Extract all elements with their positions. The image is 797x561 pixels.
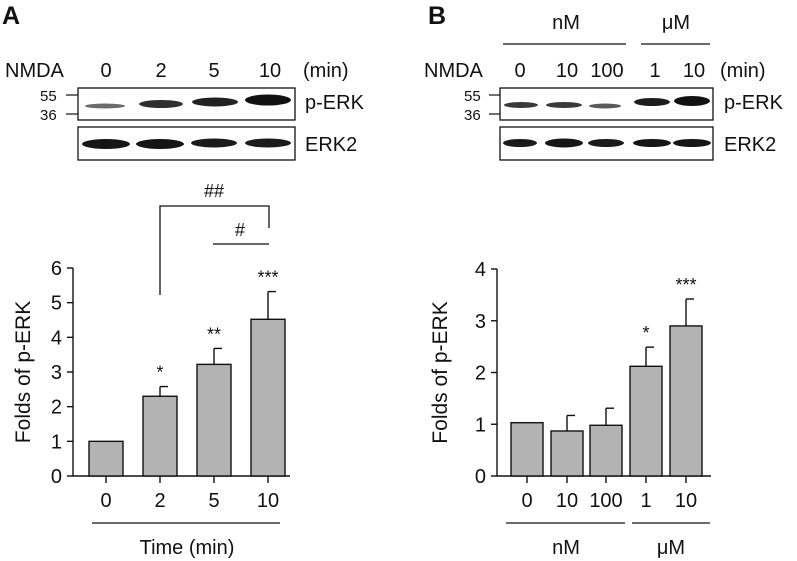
chart-a-y-tick-label: 1 bbox=[51, 431, 62, 453]
panel-a-perk-band bbox=[245, 94, 291, 106]
chart-a-x-tick-label: 2 bbox=[154, 490, 165, 512]
chart-a-bar bbox=[142, 395, 178, 477]
panel-b-erk2-band bbox=[633, 139, 671, 147]
panel-a-marker-36: 36 bbox=[40, 107, 57, 124]
panel-b-erk2-label: ERK2 bbox=[724, 134, 776, 156]
chart-b-y-axis-label: Folds of p-ERK bbox=[429, 301, 452, 443]
panel-a-erk2-blot bbox=[77, 126, 296, 161]
panel-b-nmda-label: NMDA bbox=[424, 60, 484, 82]
chart-b-significance-label: *** bbox=[675, 275, 696, 295]
panel-a-marker-55: 55 bbox=[40, 88, 57, 105]
panel-a-lane-label: 0 bbox=[100, 60, 111, 82]
chart-a-y-tick-label: 2 bbox=[51, 397, 62, 419]
panel-a-bracket-single: # bbox=[213, 220, 269, 245]
panel-b-marker-55: 55 bbox=[464, 88, 481, 105]
chart-a-y-tick-label: 0 bbox=[51, 466, 62, 488]
chart-a-y-tick-label: 4 bbox=[51, 327, 62, 349]
panel-b-perk-label: p-ERK bbox=[724, 92, 784, 114]
chart-b-y-tick-label: 2 bbox=[475, 363, 486, 385]
panel-b-perk-band bbox=[589, 103, 621, 109]
panel-b-erk2-band bbox=[673, 139, 711, 147]
panel-b-group-nm: nM bbox=[552, 12, 580, 34]
bracket-line bbox=[159, 205, 270, 295]
panel-b-blot-header: nM μM NMDA 0 10 100 1 10 (min) bbox=[424, 12, 766, 82]
panel-a-lane-label: 10 bbox=[259, 60, 281, 82]
panel-a-nmda-label: NMDA bbox=[5, 60, 65, 82]
chart-b-x-tick-label: 10 bbox=[556, 490, 578, 512]
panel-b-xlabel-um: μM bbox=[657, 537, 685, 559]
panel-a-unit-label: (min) bbox=[303, 60, 349, 82]
chart-a-y-tick-label: 6 bbox=[51, 258, 62, 280]
panel-b-erk2-band bbox=[545, 138, 583, 148]
chart-b-bar bbox=[669, 325, 703, 477]
panel-b-bar-chart: 0 1 2 3 4 Folds of p-ERK 0 10 100 * 1 *** 10 bbox=[429, 259, 711, 512]
panel-b-perk-band bbox=[634, 98, 670, 106]
chart-b-bar bbox=[510, 421, 544, 477]
panel-a-perk-blot bbox=[77, 87, 296, 121]
chart-a-significance-label: ** bbox=[207, 324, 221, 344]
chart-b-bar bbox=[629, 365, 663, 477]
chart-a-x-tick-label: 0 bbox=[100, 490, 111, 512]
chart-b-x-tick-label: 10 bbox=[675, 490, 697, 512]
bracket-label: ## bbox=[204, 181, 224, 201]
panel-b-lane-label: 10 bbox=[683, 60, 705, 82]
chart-b-y-tick-label: 1 bbox=[475, 414, 486, 436]
panel-b-group-um: μM bbox=[662, 12, 690, 34]
panel-a-bar-chart: 0 1 2 3 4 5 6 Folds of p-ERK 0 * 2 ** 5 *** 10 bbox=[12, 258, 290, 512]
panel-a-letter: A bbox=[2, 2, 20, 30]
panel-a-lane-label: 5 bbox=[208, 60, 219, 82]
chart-b-y-tick-label: 4 bbox=[475, 259, 486, 281]
panel-a-erk2-band bbox=[245, 138, 291, 148]
chart-b-y-tick-label: 3 bbox=[475, 311, 486, 333]
panel-b-perk-blot bbox=[499, 87, 714, 121]
panel-a-erk2-band bbox=[82, 139, 130, 149]
chart-a-significance-label: *** bbox=[257, 268, 278, 288]
panel-a-lane-label: 2 bbox=[155, 60, 166, 82]
chart-b-y-tick-label: 0 bbox=[475, 466, 486, 488]
panel-a-erk2-label: ERK2 bbox=[305, 134, 357, 156]
chart-b-x-tick-label: 100 bbox=[589, 490, 622, 512]
bracket-label: # bbox=[235, 220, 245, 240]
panel-b-erk2-band bbox=[503, 139, 537, 147]
panel-a-perk-band bbox=[139, 100, 183, 108]
panel-b-lane-label: 1 bbox=[649, 60, 660, 82]
chart-a-bar bbox=[250, 318, 286, 477]
panel-a-erk2-band bbox=[191, 138, 237, 148]
panel-a-erk2-band bbox=[136, 139, 184, 149]
panel-b-unit-label: (min) bbox=[720, 60, 766, 82]
panel-b-perk-band bbox=[674, 96, 710, 106]
panel-a-bracket-double: ## bbox=[159, 181, 270, 295]
chart-a-x-tick-label: 10 bbox=[257, 490, 279, 512]
chart-b-significance-label: * bbox=[642, 323, 649, 343]
chart-b-x-tick-label: 1 bbox=[640, 490, 651, 512]
panel-a-perk-label: p-ERK bbox=[305, 92, 365, 114]
panel-b-perk-band bbox=[546, 102, 582, 108]
chart-a-y-tick-label: 3 bbox=[51, 362, 62, 384]
panel-b-xlabel-nm: nM bbox=[552, 537, 580, 559]
panel-a-perk-band bbox=[192, 97, 238, 107]
panel-a-blot-header: NMDA 0 2 5 10 (min) bbox=[5, 60, 349, 82]
chart-a-x-tick-label: 5 bbox=[208, 490, 219, 512]
chart-b-bar bbox=[589, 424, 623, 477]
chart-a-y-tick-label: 5 bbox=[51, 293, 62, 315]
chart-a-bar bbox=[196, 363, 232, 477]
chart-a-bar bbox=[88, 440, 124, 477]
chart-a-significance-label: * bbox=[156, 363, 163, 383]
panel-b-lane-label: 100 bbox=[590, 60, 623, 82]
chart-a-y-axis-label: Folds of p-ERK bbox=[12, 301, 35, 443]
panel-b-lane-label: 10 bbox=[556, 60, 578, 82]
panel-b-marker-36: 36 bbox=[464, 107, 481, 124]
panel-a-xlabel: Time (min) bbox=[140, 537, 235, 559]
panel-b-perk-band bbox=[504, 102, 538, 108]
chart-b-x-tick-label: 0 bbox=[521, 490, 532, 512]
panel-a-perk-band bbox=[85, 103, 125, 109]
panel-b-lane-label: 0 bbox=[514, 60, 525, 82]
panel-b-letter: B bbox=[428, 2, 446, 30]
panel-b-erk2-band bbox=[588, 139, 624, 147]
chart-b-bar bbox=[550, 430, 584, 477]
panel-b-erk2-blot bbox=[499, 126, 714, 161]
